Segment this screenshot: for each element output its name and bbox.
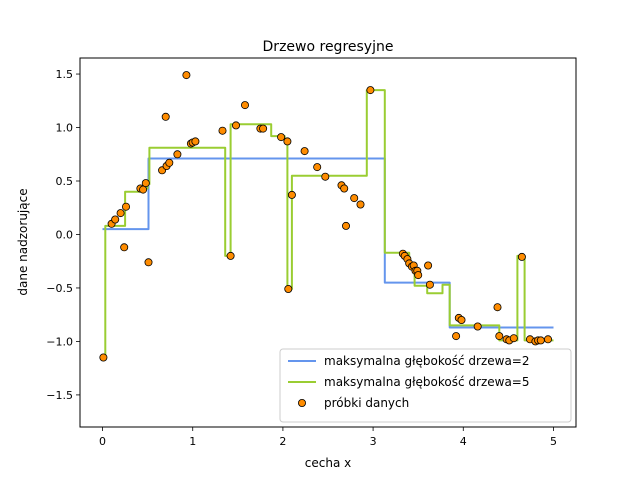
data-point — [111, 215, 120, 224]
series-line-2 — [102, 89, 554, 359]
data-point — [300, 147, 309, 156]
data-point — [414, 271, 423, 280]
data-point — [283, 137, 292, 146]
data-point — [284, 284, 293, 293]
data-point — [517, 252, 526, 261]
plot-layer — [99, 71, 554, 362]
plot-frame — [79, 57, 577, 428]
data-point — [544, 335, 553, 344]
legend-box — [279, 348, 572, 423]
data-point — [424, 261, 433, 270]
axis-layer: 0 1 2 3 4 5 1.5 1.0 0.5 0.0 −0.5 −1.0 −1.5 — [46, 68, 557, 448]
data-point — [277, 133, 286, 142]
x-tick-label: 3 — [370, 435, 377, 448]
data-point — [259, 124, 268, 133]
data-point — [120, 243, 129, 252]
data-point — [141, 179, 150, 188]
data-point — [425, 280, 434, 289]
data-point — [356, 200, 365, 209]
data-point — [99, 353, 108, 362]
data-point — [240, 101, 249, 110]
data-point — [165, 158, 174, 167]
data-point — [495, 332, 504, 341]
data-point — [173, 150, 182, 159]
data-point — [116, 209, 125, 218]
data-point — [231, 121, 240, 130]
data-point — [366, 86, 375, 95]
data-point — [473, 322, 482, 331]
y-tick-label: 0.0 — [56, 228, 74, 241]
data-point — [313, 163, 322, 172]
x-tick-label: 4 — [460, 435, 467, 448]
plot-area — [99, 71, 554, 362]
x-axis-label: cecha x — [305, 456, 351, 470]
legend-label: maksymalna głębokość drzewa=5 — [324, 375, 529, 389]
x-tick-label: 2 — [279, 435, 286, 448]
y-axis-label: dane nadzorujące — [16, 188, 30, 295]
data-point — [350, 194, 359, 203]
legend-label: próbki danych — [324, 396, 409, 410]
data-point — [287, 190, 296, 199]
chart-title: Drzewo regresyjne — [263, 39, 394, 55]
data-point — [218, 126, 227, 135]
y-tick-label: −1.0 — [46, 335, 73, 348]
y-tick-label: 0.5 — [56, 175, 74, 188]
data-point — [226, 251, 235, 260]
legend-label: maksymalna głębokość drzewa=2 — [324, 354, 529, 368]
x-tick-label: 5 — [550, 435, 557, 448]
data-point — [144, 258, 153, 267]
data-point — [161, 112, 170, 121]
x-tick-label: 0 — [99, 435, 106, 448]
legend: maksymalna głębokość drzewa=2 maksymalna … — [279, 348, 572, 423]
data-point — [536, 336, 545, 345]
y-tick-label: −0.5 — [46, 282, 73, 295]
y-tick-label: −1.5 — [46, 389, 73, 402]
y-tick-label: 1.0 — [56, 122, 74, 135]
y-tick-label: 1.5 — [56, 68, 74, 81]
data-point — [191, 137, 200, 146]
data-point — [457, 315, 466, 324]
data-point — [509, 334, 518, 343]
x-tick-label: 1 — [189, 435, 196, 448]
data-point — [340, 184, 349, 193]
data-point — [452, 332, 461, 341]
data-point — [321, 172, 330, 181]
data-point — [182, 71, 191, 80]
data-point — [493, 303, 502, 312]
data-point — [341, 221, 350, 230]
data-point — [122, 202, 131, 211]
legend-marker-swatch — [297, 398, 306, 407]
